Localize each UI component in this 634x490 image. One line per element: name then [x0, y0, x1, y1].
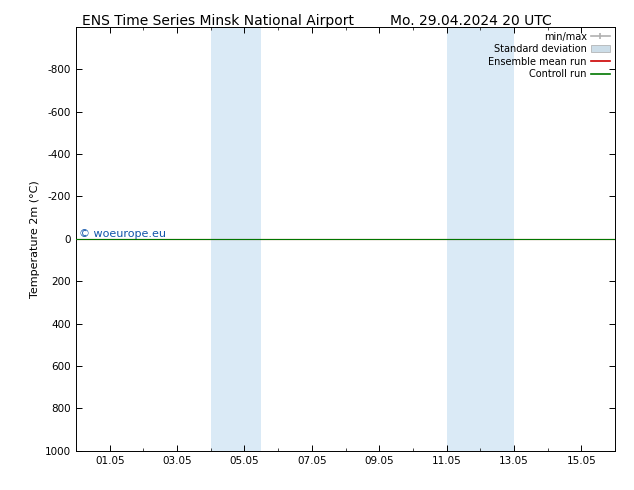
Text: Mo. 29.04.2024 20 UTC: Mo. 29.04.2024 20 UTC — [390, 14, 552, 28]
Legend: min/max, Standard deviation, Ensemble mean run, Controll run: min/max, Standard deviation, Ensemble me… — [486, 30, 612, 81]
Bar — [210, 27, 261, 451]
Bar — [446, 27, 514, 451]
Y-axis label: Temperature 2m (°C): Temperature 2m (°C) — [30, 180, 39, 298]
Text: ENS Time Series Minsk National Airport: ENS Time Series Minsk National Airport — [82, 14, 354, 28]
Text: © woeurope.eu: © woeurope.eu — [79, 229, 165, 239]
